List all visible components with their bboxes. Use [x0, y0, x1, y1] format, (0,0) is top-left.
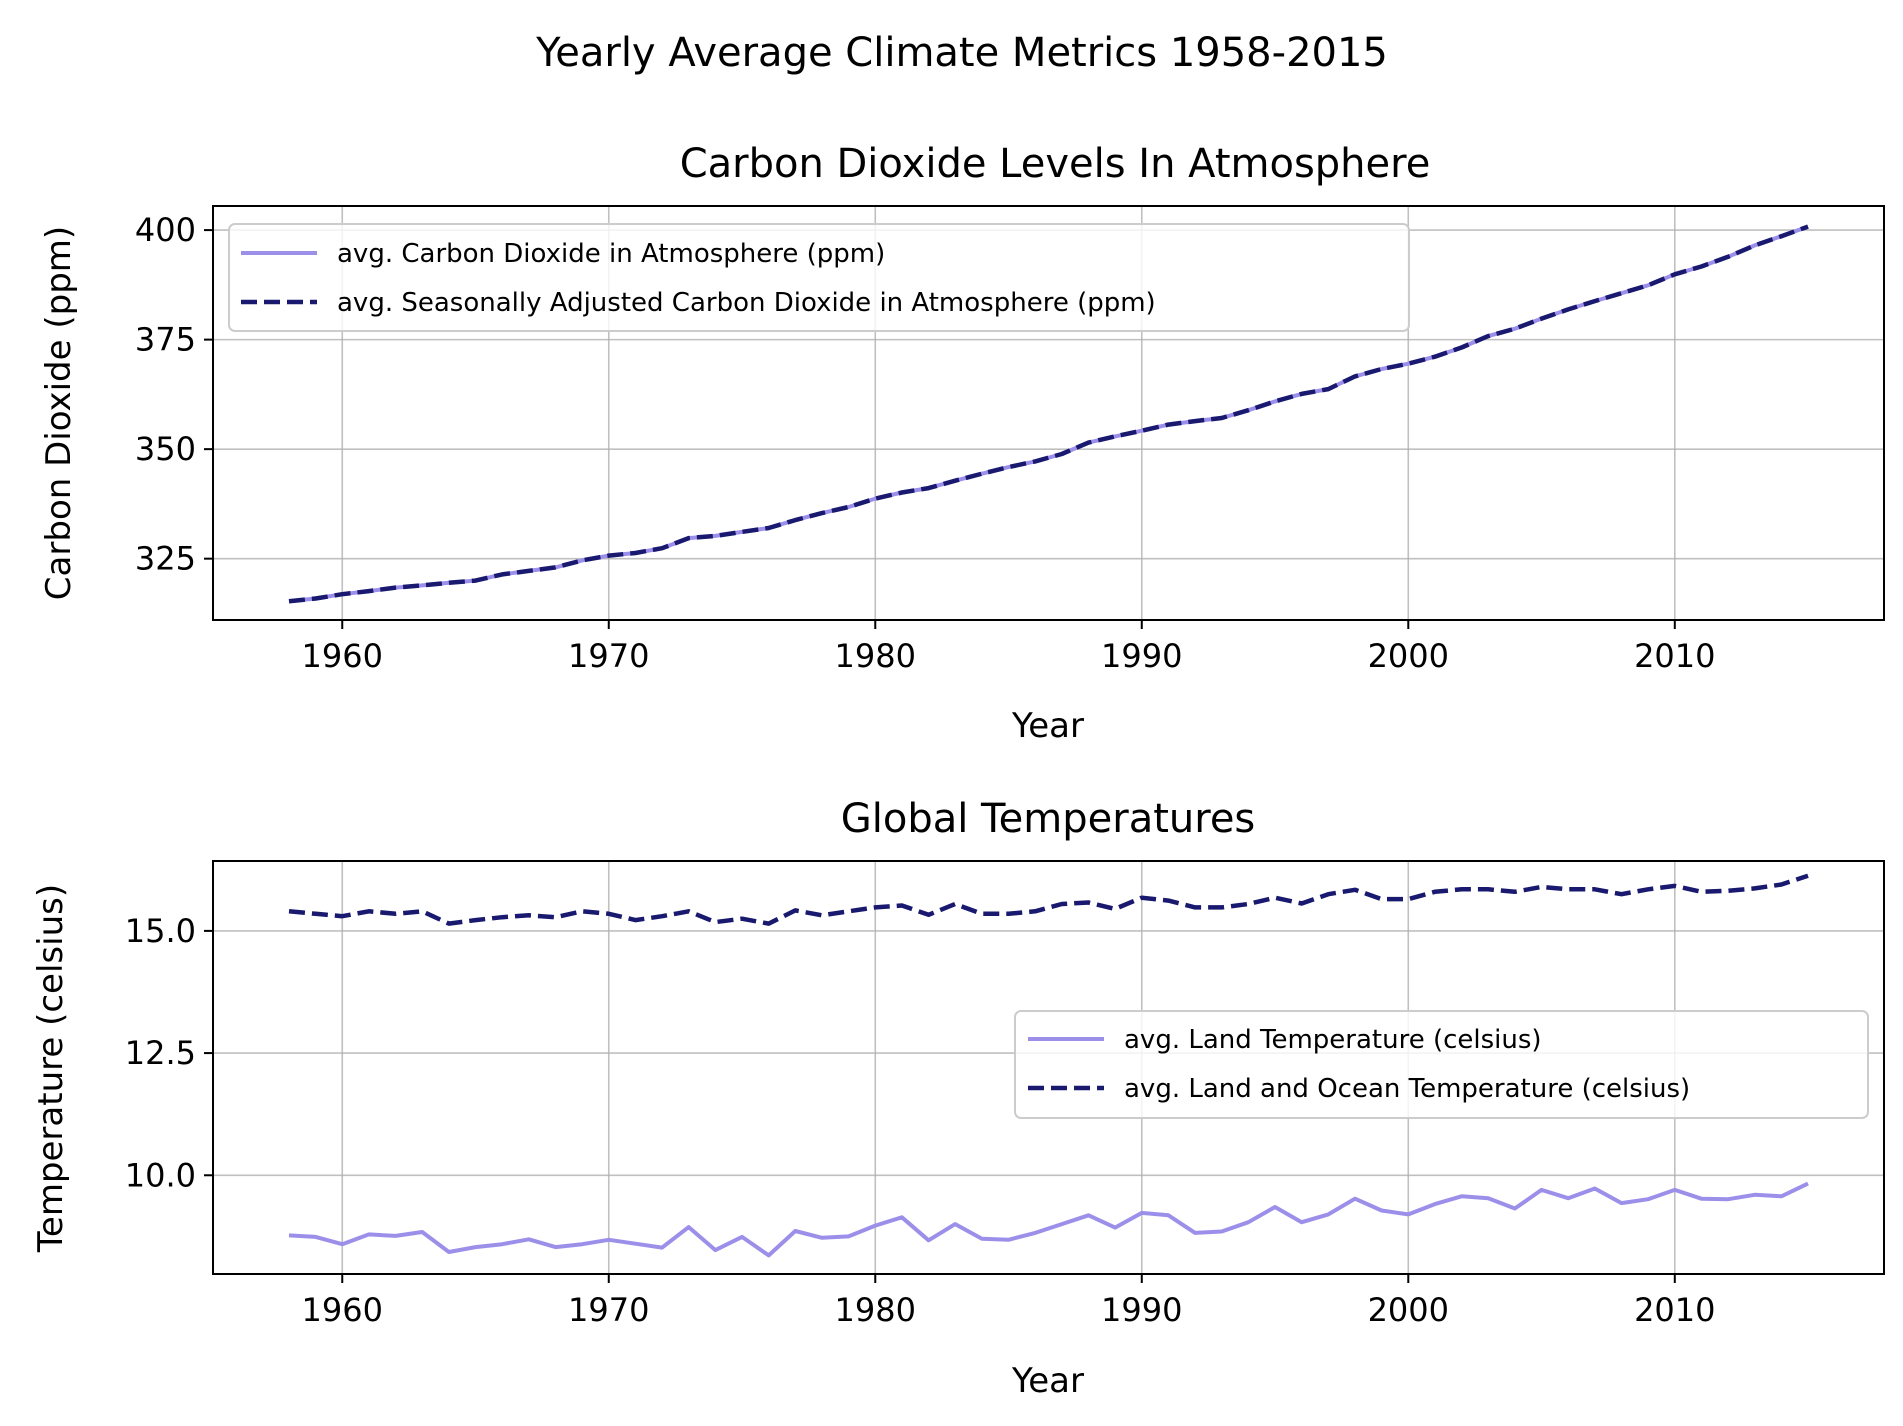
temperature-x-tick-label: 2000 — [1368, 1291, 1449, 1329]
temperature-legend-box — [1014, 1010, 1869, 1119]
temperature-x-axis-label: Year — [1011, 1361, 1084, 1401]
co2-x-tick-label: 2000 — [1368, 637, 1449, 675]
co2-legend-box — [228, 223, 1410, 332]
temperature-y-tick-label: 12.5 — [125, 1034, 196, 1072]
co2-panel: Carbon Dioxide Levels In Atmosphere 1960… — [39, 141, 1885, 746]
temperature-x-tick-label: 1990 — [1101, 1291, 1182, 1329]
co2-y-axis-label: Carbon Dioxide (ppm) — [39, 226, 79, 600]
co2-x-tick-label: 1970 — [568, 637, 649, 675]
temperature-x-tick-label: 1970 — [568, 1291, 649, 1329]
temperature-legend-label-1: avg. Land Temperature (celsius) — [1124, 1025, 1542, 1055]
co2-y-tick-label: 375 — [135, 321, 196, 359]
temperature-ticks: 1960 1970 1980 1990 2000 2010 10.0 12.5 15.0 — [125, 912, 1716, 1329]
temperature-y-axis-label: Temperature (celsius) — [31, 884, 71, 1253]
temperature-axes-frame — [212, 860, 1885, 1275]
co2-ticks: 1960 1970 1980 1990 2000 2010 325 350 375 400 — [135, 211, 1716, 675]
temperature-legend: avg. Land Temperature (celsius) avg. Lan… — [1014, 1010, 1869, 1119]
temperature-series — [288, 873, 1809, 1258]
co2-legend: avg. Carbon Dioxide in Atmosphere (ppm) … — [228, 223, 1410, 332]
temperature-x-tick-label: 1960 — [302, 1291, 383, 1329]
co2-x-tick-label: 2010 — [1634, 637, 1715, 675]
co2-dashed-series-line — [288, 224, 1809, 604]
temperature-x-tick-label: 1980 — [835, 1291, 916, 1329]
temperature-y-tick-label: 10.0 — [125, 1156, 196, 1194]
temperature-chart-title: Global Temperatures — [841, 796, 1256, 842]
co2-x-tick-label: 1990 — [1101, 637, 1182, 675]
co2-series — [288, 224, 1809, 604]
co2-x-tick-label: 1960 — [302, 637, 383, 675]
co2-y-tick-label: 325 — [135, 540, 196, 578]
co2-x-axis-label: Year — [1011, 706, 1084, 746]
temperature-legend-label-2: avg. Land and Ocean Temperature (celsius… — [1124, 1074, 1690, 1104]
temperature-dashed-series-line — [288, 873, 1809, 926]
co2-y-tick-label: 350 — [135, 430, 196, 468]
figure-suptitle: Yearly Average Climate Metrics 1958-2015 — [535, 30, 1388, 76]
co2-axes-frame — [212, 205, 1885, 621]
co2-legend-label-1: avg. Carbon Dioxide in Atmosphere (ppm) — [337, 239, 885, 269]
temperature-panel: Global Temperatures 1960 1970 1980 1990 2000… — [31, 796, 1885, 1401]
co2-y-tick-label: 400 — [135, 211, 196, 249]
co2-legend-label-2: avg. Seasonally Adjusted Carbon Dioxide … — [337, 288, 1156, 318]
co2-chart-title: Carbon Dioxide Levels In Atmosphere — [680, 141, 1431, 187]
co2-x-tick-label: 1980 — [835, 637, 916, 675]
temperature-y-tick-label: 15.0 — [125, 912, 196, 950]
temperature-solid-series-line — [288, 1181, 1809, 1258]
temperature-x-tick-label: 2010 — [1634, 1291, 1715, 1329]
